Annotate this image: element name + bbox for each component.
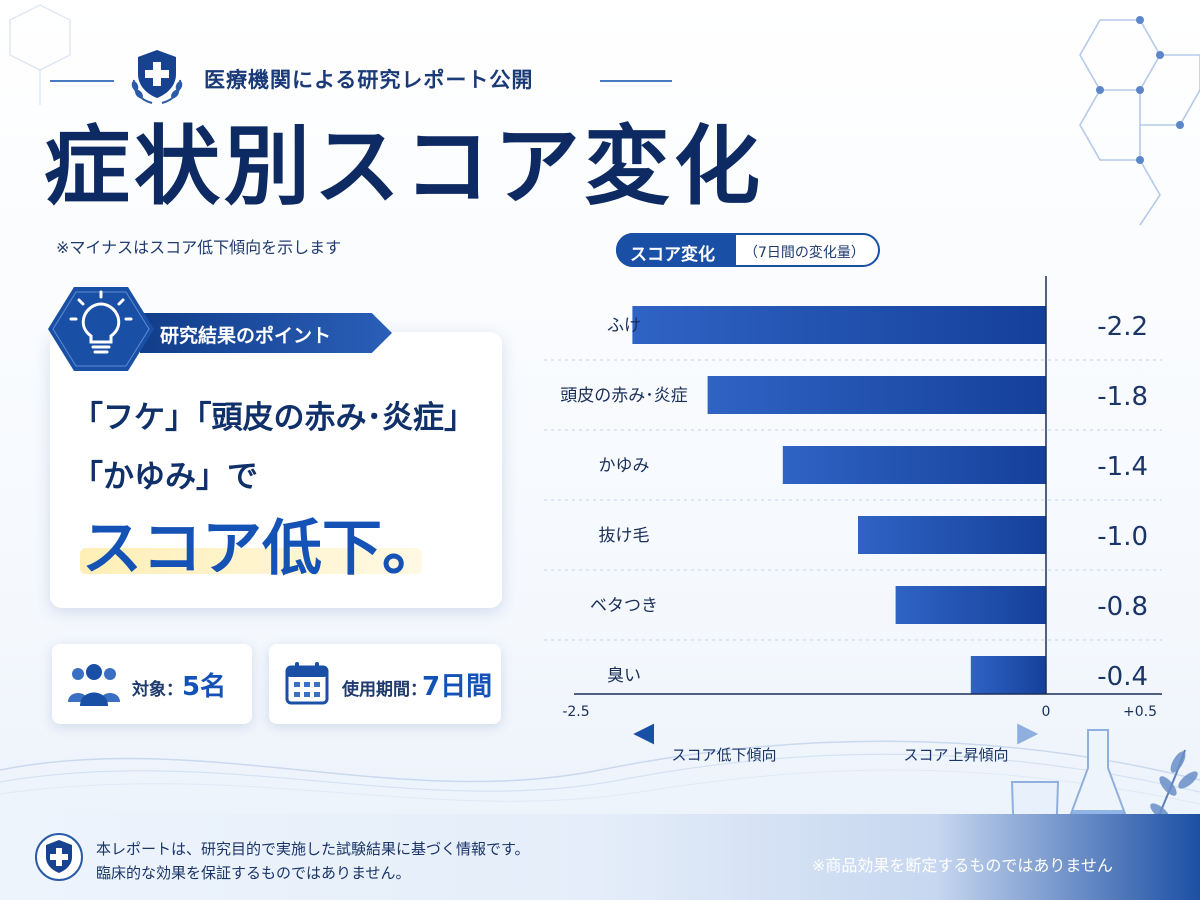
value-label: -0.4 bbox=[1097, 662, 1148, 692]
wave-decoration bbox=[0, 740, 1200, 805]
footer-line-2: 臨床的な効果を保証するものではありません。 bbox=[96, 864, 411, 882]
target-value: 5名 bbox=[182, 672, 227, 702]
category-label: 頭皮の赤み･炎症 bbox=[560, 386, 688, 406]
point-ribbon bbox=[140, 313, 392, 353]
bar bbox=[970, 656, 1046, 694]
category-label: ふけ bbox=[607, 316, 641, 336]
category-label: 抜け毛 bbox=[599, 526, 650, 546]
header-rule-right bbox=[600, 80, 672, 82]
page-title: 症状別スコア変化 bbox=[44, 116, 764, 217]
x-tick-label: +0.5 bbox=[1123, 704, 1157, 720]
period-label: 使用期間： bbox=[342, 680, 427, 700]
category-label: かゆみ bbox=[599, 456, 650, 476]
molecule-decoration bbox=[1079, 16, 1200, 226]
bar bbox=[632, 306, 1046, 344]
bar-chart: ふけ -2.2 頭皮の赤み･炎症 -1.8 かゆみ -1.4 抜け毛 -1.0 ベタつき -0.8… bbox=[544, 276, 1162, 764]
footer-disclaimer: ※商品効果を断定するものではありません bbox=[812, 856, 1113, 875]
value-label: -2.2 bbox=[1097, 312, 1148, 342]
people-icon bbox=[68, 664, 120, 706]
bar bbox=[782, 446, 1046, 484]
shield-cross-icon bbox=[35, 833, 83, 881]
point-headline: スコア低下。 bbox=[82, 514, 442, 584]
target-label: 対象： bbox=[132, 680, 183, 700]
footer-line-1: 本レポートは、研究目的で実施した試験結果に基づく情報です。 bbox=[96, 840, 530, 858]
highlight-marker bbox=[80, 548, 422, 574]
chart-subtitle: （7日間の変化量） bbox=[744, 245, 865, 261]
point-ribbon-label: 研究結果のポイント bbox=[160, 325, 332, 347]
category-label: 臭い bbox=[607, 666, 641, 686]
chart-header-fill bbox=[616, 233, 736, 267]
stat-card-target bbox=[52, 644, 252, 724]
molecule-decoration-left bbox=[9, 4, 71, 105]
footer bbox=[0, 814, 1200, 900]
value-label: -1.4 bbox=[1097, 452, 1148, 482]
x-tick-label: -2.5 bbox=[562, 704, 589, 720]
point-line-1: 「フケ」「頭皮の赤み･炎症」 bbox=[72, 400, 475, 436]
point-line-2: 「かゆみ」で bbox=[72, 459, 258, 495]
calendar-icon bbox=[285, 662, 329, 705]
note-text: ※マイナスはスコア低下傾向を示します bbox=[56, 238, 342, 257]
bar bbox=[858, 516, 1046, 554]
x-tick-label: 0 bbox=[1042, 704, 1051, 720]
value-label: -1.0 bbox=[1097, 522, 1148, 552]
shield-cross-icon bbox=[131, 50, 183, 104]
period-value: 7日間 bbox=[422, 672, 493, 702]
lightbulb-icon bbox=[48, 287, 154, 371]
header-rule-left bbox=[50, 80, 114, 82]
category-label: ベタつき bbox=[590, 596, 658, 616]
bar bbox=[707, 376, 1046, 414]
value-label: -1.8 bbox=[1097, 382, 1148, 412]
report-label: 医療機関による研究レポート公開 bbox=[204, 68, 534, 92]
value-label: -0.8 bbox=[1097, 592, 1148, 622]
direction-right-label: スコア上昇傾向 bbox=[903, 746, 1008, 764]
direction-left-label: スコア低下傾向 bbox=[671, 746, 776, 764]
bar bbox=[895, 586, 1046, 624]
chart-title: スコア変化 bbox=[630, 245, 715, 265]
